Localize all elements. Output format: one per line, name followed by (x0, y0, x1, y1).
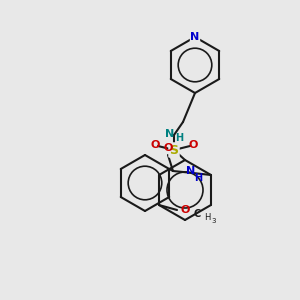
Text: 3: 3 (212, 218, 216, 224)
Text: H: H (204, 214, 210, 223)
Text: S: S (169, 143, 178, 157)
Text: H: H (194, 173, 202, 183)
Text: O: O (163, 143, 173, 153)
Text: N: N (186, 166, 196, 176)
Text: O: O (188, 140, 198, 150)
Text: N: N (190, 32, 200, 42)
Text: O: O (180, 205, 190, 215)
Text: O: O (150, 140, 160, 150)
Text: H: H (175, 133, 183, 143)
Text: N: N (165, 129, 175, 139)
Text: C: C (194, 209, 201, 219)
